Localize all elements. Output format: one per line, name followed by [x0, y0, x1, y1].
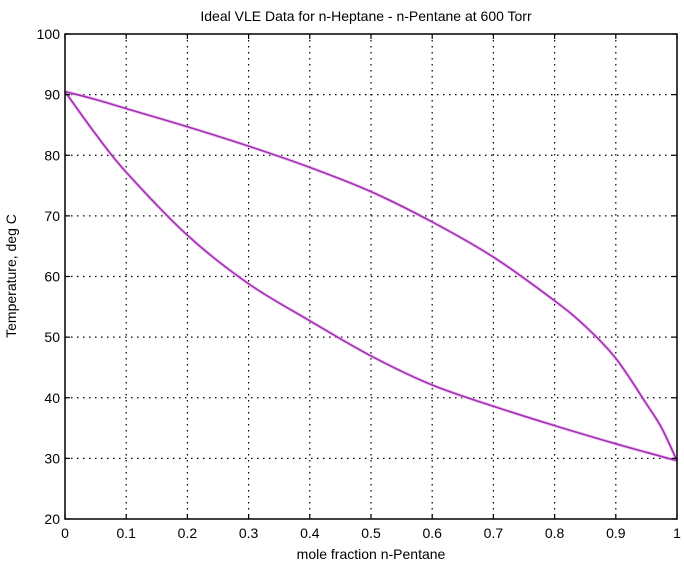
- y-tick-label: 90: [44, 87, 60, 103]
- x-axis-label: mole fraction n-Pentane: [297, 546, 446, 562]
- x-tick-label: 0.5: [361, 525, 381, 541]
- y-tick-label: 70: [44, 208, 60, 224]
- x-tick-label: 0.7: [484, 525, 504, 541]
- x-tick-label: 0.4: [300, 525, 320, 541]
- x-tick-label: 0.9: [606, 525, 626, 541]
- y-tick-label: 50: [44, 329, 60, 345]
- x-tick-label: 0.2: [178, 525, 198, 541]
- y-tick-label: 40: [44, 390, 60, 406]
- dew-point-curve: [64, 90, 678, 462]
- y-tick-label: 80: [44, 147, 60, 163]
- x-tick-label: 0.3: [239, 525, 259, 541]
- y-axis-label: Temperature, deg C: [3, 214, 19, 338]
- x-tick-label: 0.1: [116, 525, 136, 541]
- grid: [65, 34, 677, 519]
- x-tick-label: 1: [673, 525, 681, 541]
- chart-title: Ideal VLE Data for n-Heptane - n-Pentane…: [200, 8, 532, 24]
- x-tick-label: 0: [61, 525, 69, 541]
- y-tick-label: 30: [44, 450, 60, 466]
- y-tick-label: 60: [44, 269, 60, 285]
- y-tick-label: 20: [44, 511, 60, 527]
- bubble-point-curve: [64, 91, 678, 462]
- ticks: 0 0.1 0.2 0.3 0.4 0.5 0.6 0.7 0.8 0.9 1 20 30 40 50 60 7…: [37, 26, 681, 541]
- x-tick-label: 0.6: [422, 525, 442, 541]
- curves: [63, 89, 679, 463]
- y-tick-label: 100: [37, 26, 61, 42]
- x-tick-label: 0.8: [545, 525, 565, 541]
